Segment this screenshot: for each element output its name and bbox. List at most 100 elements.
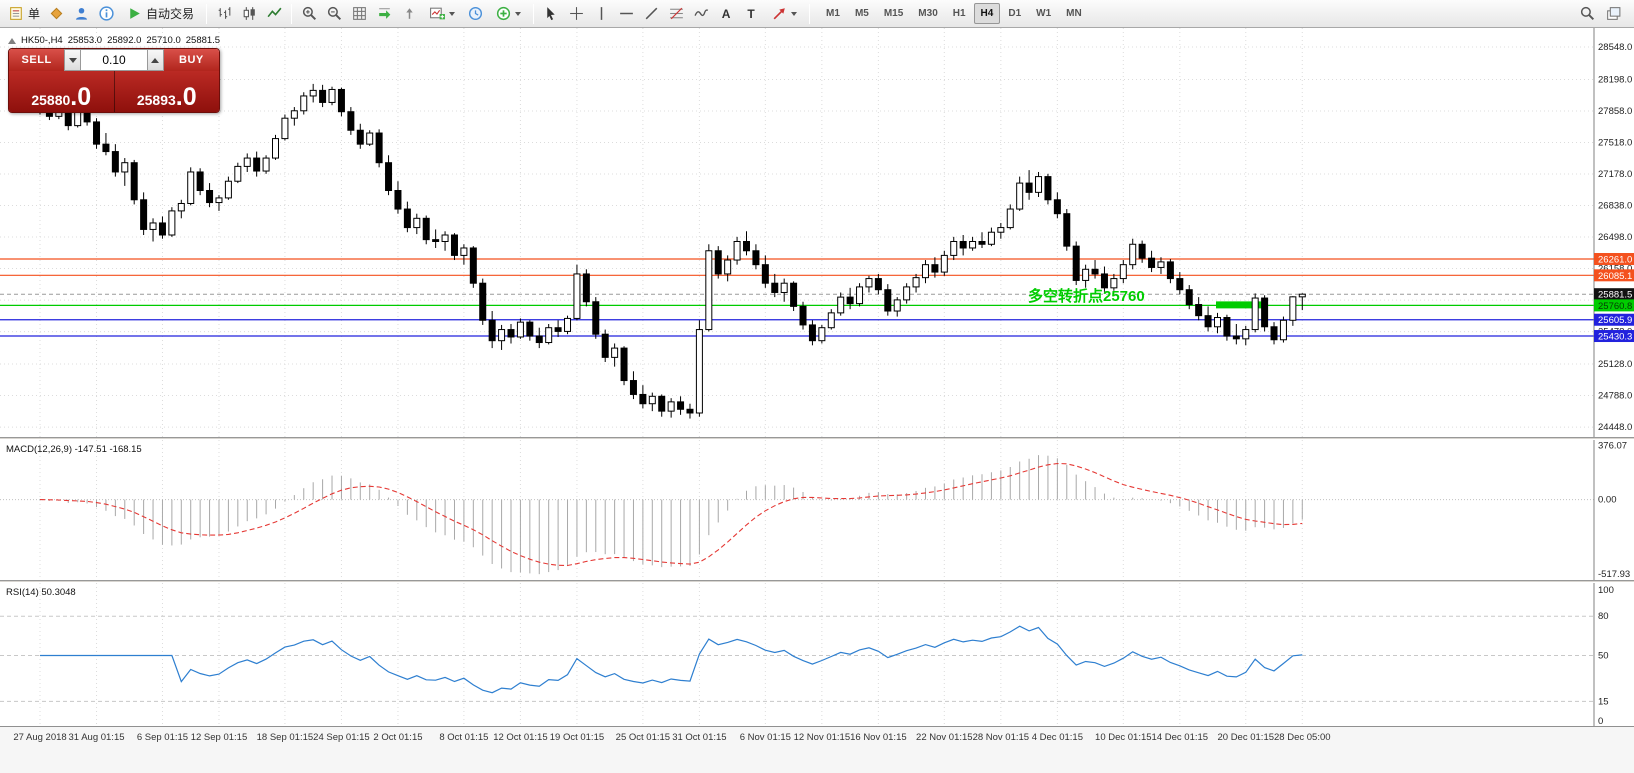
community-button[interactable] (69, 2, 93, 26)
macd-chart[interactable]: 376.07 0.00 -517.93 (0, 440, 1634, 580)
crosshair-tool-button[interactable] (564, 2, 588, 26)
timeframe-d1[interactable]: D1 (1008, 8, 1022, 19)
search-icon (1580, 6, 1594, 21)
timeframe-h1[interactable]: H1 (952, 8, 966, 19)
layers-icon (1606, 7, 1620, 20)
svg-text:28548.0: 28548.0 (1598, 42, 1632, 53)
trade-panel-collapse-icon[interactable] (8, 37, 16, 44)
time-axis-label: 27 Aug 2018 (13, 732, 67, 743)
time-axis-label: 8 Oct 01:15 (439, 732, 489, 743)
svg-text:26838.0: 26838.0 (1598, 201, 1632, 212)
new-order-label: 单 (28, 7, 41, 21)
timeframe-m5[interactable]: M5 (854, 8, 869, 19)
time-axis[interactable]: 27 Aug 2018 31 Aug 01:15 6 Sep 01:15 12 Sep… (0, 726, 1634, 773)
chart-info-line: HK50-,H4 25853.0 25892.0 25710.0 25881.5 (8, 35, 220, 46)
line-chart-button[interactable] (262, 2, 286, 26)
trendline-icon (645, 7, 657, 20)
cursor-tool-button[interactable] (539, 2, 563, 26)
trendline-tool-button[interactable] (639, 2, 663, 26)
high-value: 25892.0 (107, 35, 142, 46)
svg-text:26158.0: 26158.0 (1598, 264, 1632, 275)
low-value: 25710.0 (146, 35, 181, 46)
panel-separator[interactable] (0, 580, 1634, 583)
label-tool-button[interactable]: T (739, 2, 763, 26)
timeframe-h4[interactable]: H4 (973, 3, 1001, 24)
triangle-down-icon (68, 57, 77, 63)
toolbar-right-group (1575, 2, 1629, 26)
chart-list-button[interactable] (1601, 2, 1625, 26)
chart-shift-button[interactable] (397, 2, 421, 26)
grid-toggle-button[interactable] (347, 2, 371, 26)
chart-area[interactable]: 28548.0 28198.0 27858.0 27518.0 27178.0 26838… (0, 28, 1634, 773)
time-axis-label: 14 Dec 01:15 (1151, 732, 1209, 743)
sell-price-display[interactable]: 25880.0 (9, 71, 115, 112)
candlestick-icon (243, 7, 255, 20)
volume-decrease-button[interactable] (64, 49, 81, 71)
volume-input[interactable] (81, 49, 147, 71)
new-chart-dropdown[interactable] (422, 2, 462, 26)
svg-text:27518.0: 27518.0 (1598, 137, 1632, 148)
time-axis-label: 31 Oct 01:15 (672, 732, 727, 743)
buy-button[interactable]: BUY (163, 49, 219, 71)
buy-price-frac: .0 (175, 83, 197, 111)
fibonacci-tool-button[interactable] (664, 2, 688, 26)
close-value: 25881.5 (185, 35, 221, 46)
zoom-in-button[interactable] (297, 2, 321, 26)
diamond-icon (50, 7, 62, 20)
auto-scroll-button[interactable] (372, 2, 396, 26)
vertical-line-tool-button[interactable] (589, 2, 613, 26)
time-axis-label: 28 Nov 01:15 (972, 732, 1030, 743)
grid-icon (352, 7, 366, 20)
svg-text:24788.0: 24788.0 (1598, 391, 1632, 402)
info-button[interactable] (94, 2, 118, 26)
timeframe-m30[interactable]: M30 (918, 8, 938, 19)
svg-text:25128.0: 25128.0 (1598, 359, 1632, 370)
chart-shift-icon (405, 8, 413, 19)
zoom-out-button[interactable] (322, 2, 346, 26)
timeframe-mn[interactable]: MN (1066, 8, 1082, 19)
svg-text:15: 15 (1598, 696, 1609, 707)
toolbar-separator (533, 3, 535, 24)
svg-text:24448.0: 24448.0 (1598, 422, 1632, 433)
time-axis-label: 10 Dec 01:15 (1095, 732, 1152, 743)
rsi-chart[interactable]: 100 80 50 15 0 (0, 583, 1634, 726)
horizontal-line-tool-button[interactable] (614, 2, 638, 26)
timeframe-w1[interactable]: W1 (1036, 8, 1052, 19)
profiles-button[interactable] (463, 2, 487, 26)
bar-chart-button[interactable] (212, 2, 236, 26)
bar-chart-icon (218, 7, 230, 19)
text-tool-button[interactable]: A (714, 2, 738, 26)
toolbar-separator (291, 3, 293, 24)
svg-text:-517.93: -517.93 (1598, 569, 1630, 580)
candlestick-chart-button[interactable] (237, 2, 261, 26)
sell-button[interactable]: SELL (9, 49, 65, 71)
wave-icon (694, 9, 708, 17)
timeframe-m1[interactable]: M1 (826, 8, 840, 19)
wave-tool-button[interactable] (689, 2, 713, 26)
candlestick-chart[interactable]: 28548.0 28198.0 27858.0 27518.0 27178.0 26838… (0, 28, 1634, 437)
toolbar-separator (206, 3, 208, 24)
symbol-period-label: HK50-,H4 (21, 35, 63, 46)
buy-price-display[interactable]: 25893.0 (114, 71, 219, 112)
svg-text:80: 80 (1598, 611, 1609, 622)
price-chart-panel[interactable]: 28548.0 28198.0 27858.0 27518.0 27178.0 26838… (0, 28, 1634, 437)
search-button[interactable] (1575, 2, 1599, 26)
add-indicator-icon (496, 6, 511, 21)
volume-increase-button[interactable] (147, 49, 164, 71)
macd-panel[interactable]: 376.07 0.00 -517.93 MACD(12,26,9) -147.51 … (0, 440, 1634, 580)
panel-separator[interactable] (0, 437, 1634, 440)
rsi-panel[interactable]: 100 80 50 15 0 RSI(14) 50.3048 (0, 583, 1634, 726)
timeframe-m15[interactable]: M15 (883, 8, 904, 19)
price-scale[interactable] (1594, 28, 1634, 437)
zoom-in-icon (302, 6, 316, 21)
indicators-dropdown[interactable] (488, 2, 528, 26)
time-axis-label: 6 Nov 01:15 (739, 732, 791, 743)
svg-text:100: 100 (1598, 585, 1614, 596)
mql5-market-button[interactable] (44, 2, 68, 26)
shapes-dropdown[interactable] (764, 2, 804, 26)
autotrading-button[interactable]: 自动交易 (119, 2, 201, 26)
time-axis-label: 31 Aug 01:15 (68, 732, 125, 743)
new-order-button[interactable]: 单 (5, 2, 43, 26)
triangle-up-icon (151, 57, 160, 63)
vertical-line-icon (600, 7, 602, 20)
